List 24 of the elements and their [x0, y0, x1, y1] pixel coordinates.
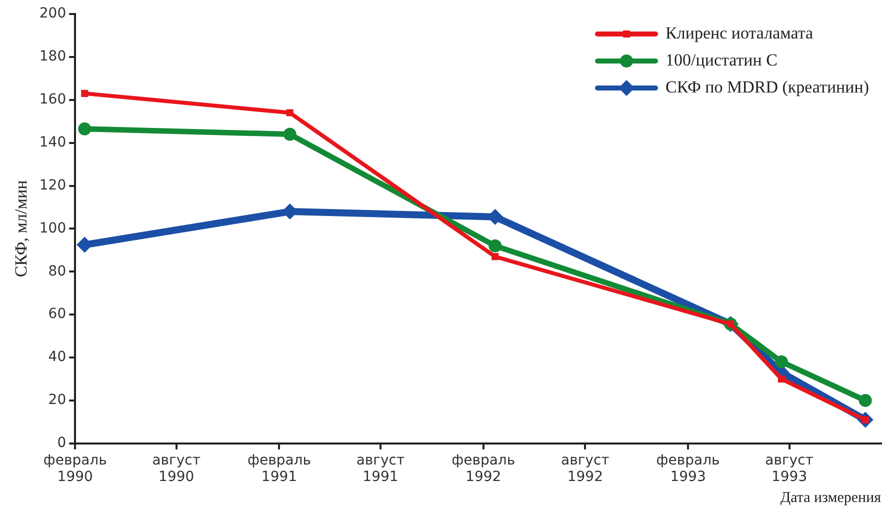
legend-label: Клиренс иоталамата	[666, 23, 814, 42]
y-tick-label: 200	[39, 6, 66, 22]
x-tick-label: август 1990	[152, 452, 201, 486]
x-tick-label: август 1993	[765, 452, 814, 486]
y-tick-label: 140	[39, 134, 66, 150]
y-tick-label: 160	[39, 92, 66, 108]
legend-label: 100/цистатин С	[666, 50, 778, 70]
y-tick-label: 100	[39, 220, 66, 236]
y-tick-label: 20	[48, 392, 66, 408]
y-tick-label: 180	[39, 48, 66, 65]
x-tick-label: август 1992	[560, 452, 610, 486]
y-tick-label: 40	[48, 349, 66, 366]
x-tick-label: февраль 1991	[248, 452, 311, 486]
y-axis-title: СКФ, мл/мин	[12, 180, 31, 278]
legend-label: СКФ по MDRD (креатинин)	[666, 77, 870, 96]
x-tick-label: февраль 1992	[452, 452, 516, 486]
x-tick-label: февраль 1990	[43, 452, 107, 486]
x-axis-title: Дата измерения	[780, 490, 882, 506]
y-tick-label: 80	[48, 263, 66, 280]
y-tick-label: 120	[39, 177, 66, 194]
x-tick-label: февраль 1993	[656, 452, 720, 486]
x-tick-label: август 1991	[356, 452, 405, 486]
y-tick-label: 0	[57, 435, 66, 452]
y-tick-label: 60	[48, 306, 66, 322]
